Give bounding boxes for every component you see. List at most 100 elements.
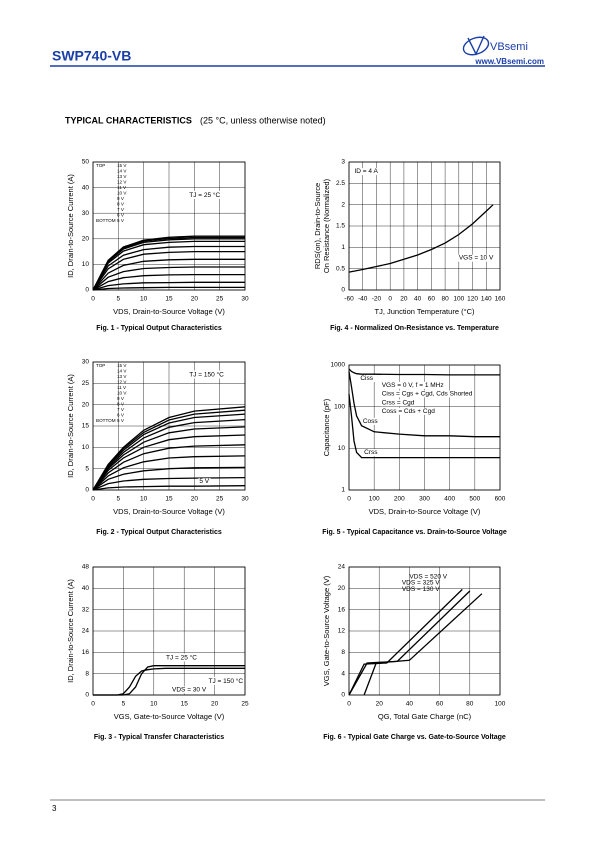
data-line [92,426,246,491]
y-tick-label: 16 [82,649,90,656]
y-tick-label: 3 [341,159,345,166]
data-line [348,394,500,459]
x-tick-label: 10 [140,296,148,303]
y-tick-label: 10 [338,445,346,452]
legend-entry: 13 V [117,374,127,379]
data-line [348,368,500,376]
y-axis-label: On Resistance (Normalized) [322,178,331,273]
data-line [92,476,246,491]
legend-entry: 5 V [117,218,125,223]
annotation-bg [380,381,445,389]
annotation-bg [363,449,380,457]
x-tick-label: 500 [469,496,480,503]
y-tick-label: 0 [85,487,89,494]
x-tick-label: 0 [91,296,95,303]
y-tick-label: 25 [82,380,90,387]
x-tick-label: 40 [406,701,414,708]
annotation: TJ = 25 °C [189,191,220,199]
data-line [92,444,246,491]
x-tick-label: 30 [241,296,249,303]
legend-entry: 12 V [117,380,127,385]
figure-caption: Fig. 4 - Normalized On-Resistance vs. Te… [330,325,499,332]
data-line [92,455,246,491]
figure-caption: Fig. 3 - Typical Transfer Characteristic… [94,734,224,741]
x-tick-label: 60 [436,701,444,708]
legend-entry: 15 V [117,363,127,368]
x-tick-label: 600 [495,496,506,503]
x-tick-label: 100 [369,496,380,503]
legend-entry: 10 V [117,391,127,396]
data-line [92,413,246,491]
data-line [348,204,494,273]
section-note: (25 °C, unless otherwise noted) [200,115,326,125]
data-line [92,466,246,491]
y-tick-label: 40 [82,184,90,191]
x-tick-label: 20 [211,701,219,708]
y-tick-label: 1.5 [336,223,345,230]
y-tick-label: 0 [85,692,89,699]
y-tick-label: 12 [338,628,346,635]
data-line [92,266,245,291]
y-tick-label: 1000 [331,362,346,369]
annotation: Coss = Cds + Cgd [382,408,435,415]
annotation: VGS = 10 V [459,255,494,262]
plot-frame [348,161,501,291]
x-tick-label: 0 [347,701,351,708]
part-number: SWP740-VB [52,48,131,64]
annotation-bg [359,375,375,383]
legend-top: TOP [96,163,105,168]
data-line [92,286,245,291]
y-tick-label: 10 [82,261,90,268]
legend-entry: 10 V [117,191,127,196]
legend-entry: 13 V [117,174,127,179]
legend-entry: 8 V [117,402,125,407]
legend-entry: 5 V [117,418,125,423]
x-tick-label: 25 [216,496,224,503]
logo-mark [462,35,490,56]
x-tick-label: 30 [241,496,249,503]
annotation: TJ = 150 °C [189,371,224,379]
figure-caption: Fig. 5 - Typical Capacitance vs. Drain-t… [322,529,507,536]
y-tick-label: 24 [338,564,346,571]
legend-top: TOP [96,363,105,368]
legend-bottom: BOTTOM [96,218,116,223]
y-tick-label: 1 [341,244,345,251]
annotation-bg [171,686,208,694]
annotation: 5 V [199,478,209,485]
annotation-bg [164,653,199,662]
data-line [92,273,245,291]
annotation: Ciss = Cgs + Cgd, Cds Shorted [382,390,473,397]
x-tick-label: 5 [117,496,121,503]
y-tick-label: 48 [82,564,90,571]
y-tick-label: 0.5 [336,265,345,272]
x-tick-label: 0 [91,701,95,708]
y-tick-label: 0 [341,692,345,699]
plot-frame [348,364,501,491]
x-tick-label: 15 [165,296,173,303]
annotation: ID = 4 A [354,168,378,175]
x-tick-label: 160 [495,296,506,303]
y-tick-label: 0 [341,287,345,294]
data-line [92,245,245,291]
annotation: VDS = 30 V [172,686,207,693]
annotation: Crss [364,449,378,456]
plot-frame [92,161,246,291]
annotation-bg [380,407,437,415]
x-tick-label: 100 [495,701,506,708]
annotation-bg [188,190,222,199]
annotation: Crss = Cgd [382,399,415,406]
y-tick-label: 50 [82,159,90,166]
plot-frame [92,566,246,696]
data-line [92,434,246,491]
annotation-bg [457,254,495,262]
data-line [363,593,483,696]
legend-entry: 6 V [117,413,125,418]
y-tick-label: 2 [341,201,345,208]
legend-entry: 14 V [117,169,127,174]
x-tick-label: 20 [191,296,199,303]
plot-frame [348,566,501,696]
page-number: 3 [52,804,57,813]
x-axis-label: QG, Total Gate Charge (nC) [378,712,472,721]
x-axis-label: VGS, Gate-to-Source Voltage (V) [114,712,225,721]
legend-entry: VDS = 325 V [402,580,440,587]
